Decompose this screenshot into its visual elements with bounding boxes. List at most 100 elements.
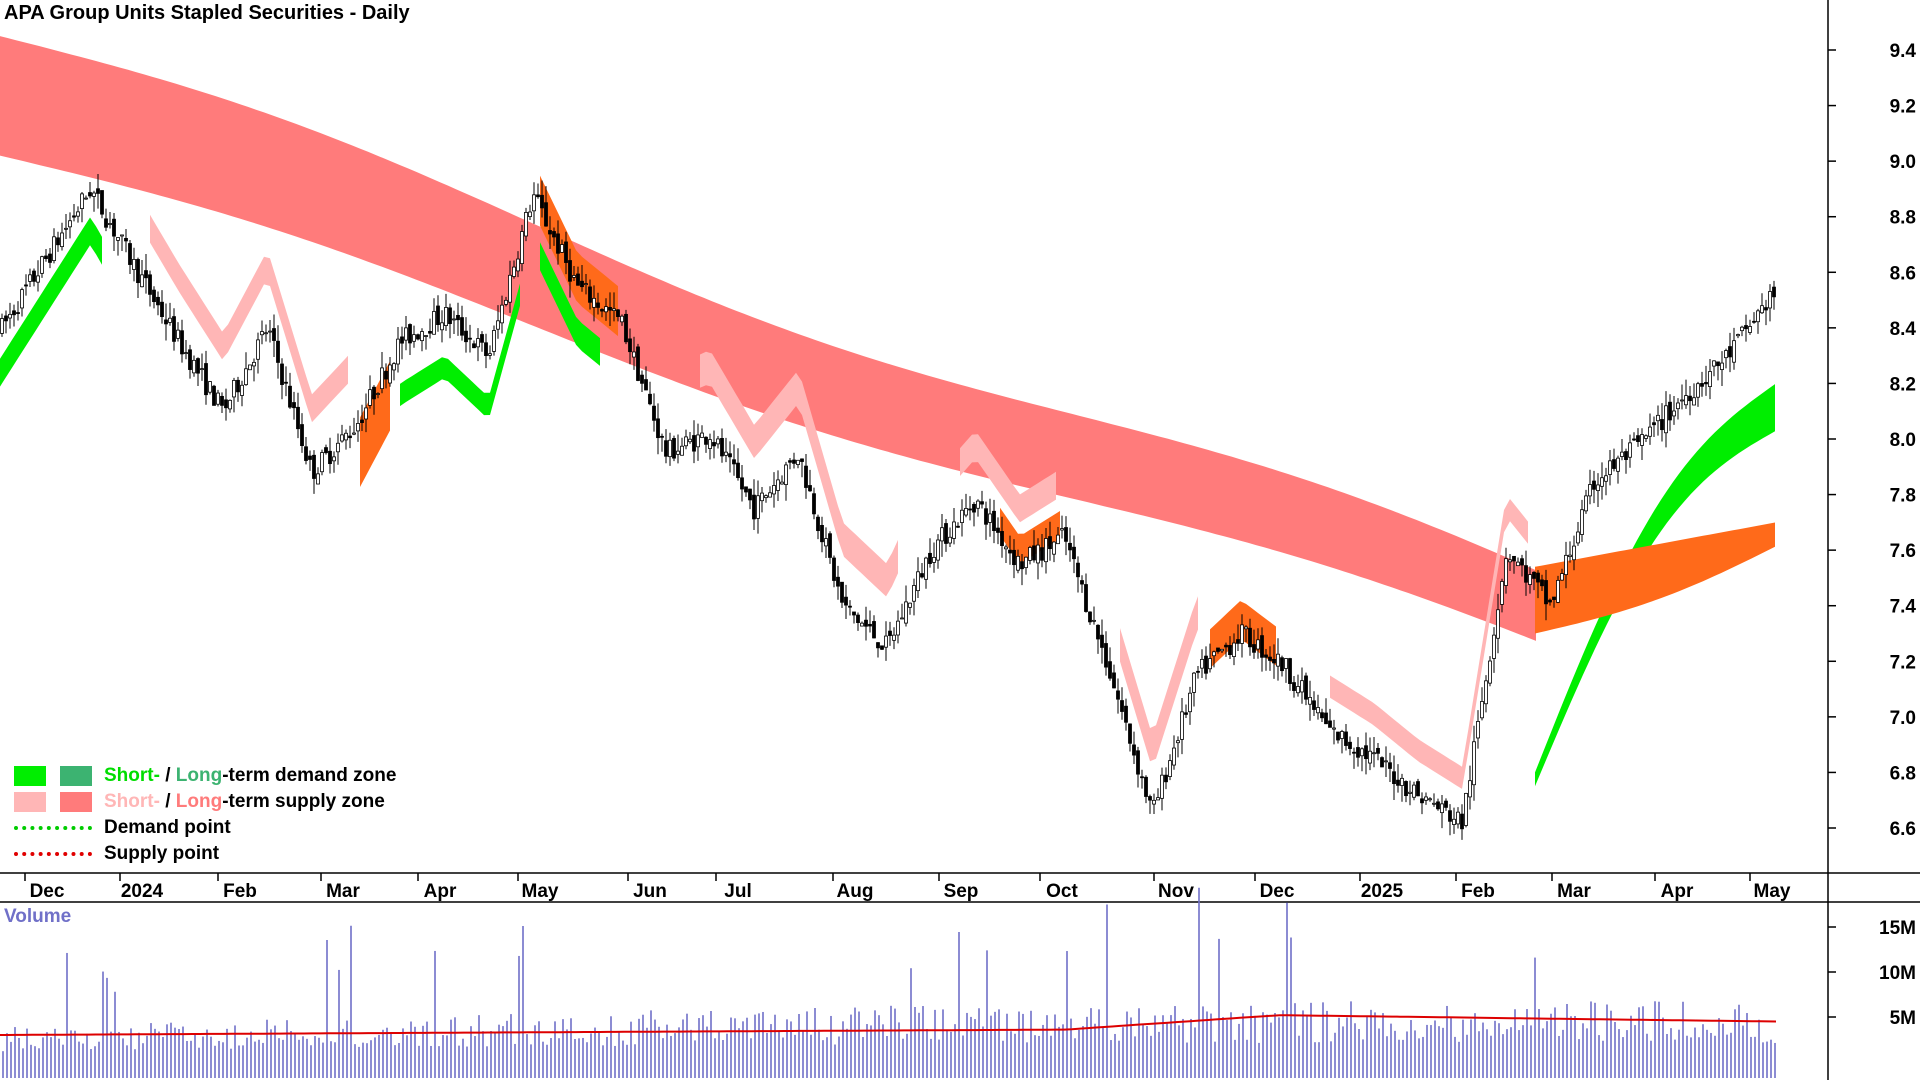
candle (1300, 667, 1304, 704)
candle (1148, 794, 1152, 814)
candle (800, 458, 804, 478)
candle (164, 303, 168, 341)
candle (824, 527, 828, 558)
candle (1156, 788, 1160, 801)
candle (568, 248, 572, 298)
candle (840, 581, 844, 609)
candle (1332, 719, 1336, 745)
candle (556, 220, 560, 265)
candle (1276, 638, 1280, 681)
candle (232, 377, 236, 413)
candle (1732, 327, 1736, 370)
candle (1112, 664, 1116, 689)
candle (1628, 434, 1632, 468)
candle (688, 431, 692, 444)
volume-tick-label-0: 5M (1890, 1008, 1916, 1029)
candle (1560, 568, 1564, 581)
candle (300, 413, 304, 453)
candle (132, 247, 136, 282)
candle (1264, 649, 1268, 671)
candle (1656, 405, 1660, 436)
candle (228, 399, 232, 413)
candle (148, 270, 152, 307)
candle (316, 467, 320, 485)
candle (1572, 535, 1576, 571)
candle (792, 452, 796, 469)
candle (628, 328, 632, 365)
candle (208, 380, 212, 395)
candle (16, 301, 20, 321)
candle (1128, 723, 1132, 752)
candle (1468, 765, 1472, 810)
legend-long-demand: Long (175, 765, 223, 786)
candle (544, 186, 548, 227)
candle (1496, 593, 1500, 654)
short-demand-swatch (14, 766, 46, 786)
candle (980, 490, 984, 509)
price-tick-label-7: 8.0 (1890, 430, 1916, 451)
candle (1260, 627, 1264, 672)
candle (1384, 746, 1388, 777)
candle (1188, 686, 1192, 725)
candle (512, 260, 516, 279)
candle (960, 499, 964, 537)
candle (1256, 628, 1260, 659)
candle (676, 434, 680, 464)
candle (1672, 395, 1676, 425)
date-label-10: Oct (1046, 881, 1078, 902)
candle (1684, 379, 1688, 409)
candle (1052, 541, 1056, 563)
candle (584, 274, 588, 295)
candle (1584, 489, 1588, 514)
candle (1316, 694, 1320, 720)
candle (1348, 736, 1352, 756)
candle (212, 384, 216, 406)
candle (1452, 807, 1456, 834)
candle (1328, 708, 1332, 728)
candle (944, 519, 948, 552)
candle (80, 192, 84, 223)
candle (484, 333, 488, 369)
candle (1240, 614, 1244, 658)
candle (1748, 319, 1752, 335)
candle (608, 292, 612, 326)
candle (884, 621, 888, 661)
candle (1304, 672, 1308, 706)
candle (784, 461, 788, 501)
candle (1668, 394, 1672, 431)
short-supply-swatch (14, 792, 46, 812)
candle (1244, 625, 1248, 643)
candle (160, 290, 164, 324)
candle (1016, 549, 1020, 574)
candle (1552, 596, 1556, 608)
date-label-16: Apr (1661, 881, 1694, 902)
candle (88, 182, 92, 199)
candle (1208, 643, 1212, 673)
candle (832, 555, 836, 588)
candle (1708, 359, 1712, 400)
candle (500, 295, 504, 334)
long-demand-swatch (60, 766, 92, 786)
candle (412, 325, 416, 348)
candle (1636, 428, 1640, 447)
candle (1700, 371, 1704, 397)
candle (1284, 658, 1288, 683)
candle (536, 183, 540, 199)
candle (1024, 556, 1028, 575)
candle (1716, 361, 1720, 381)
candle (1440, 795, 1444, 829)
candle (188, 344, 192, 379)
candle (92, 190, 96, 212)
candle (1516, 557, 1520, 567)
candle (788, 458, 792, 470)
candle (112, 212, 116, 252)
candle (1072, 535, 1076, 574)
candle (880, 645, 884, 651)
candle (1736, 333, 1740, 339)
candle (948, 527, 952, 548)
candle (1740, 325, 1744, 337)
candle (1484, 675, 1488, 713)
candle (1176, 736, 1180, 758)
candle (136, 257, 140, 298)
candle (280, 358, 284, 400)
